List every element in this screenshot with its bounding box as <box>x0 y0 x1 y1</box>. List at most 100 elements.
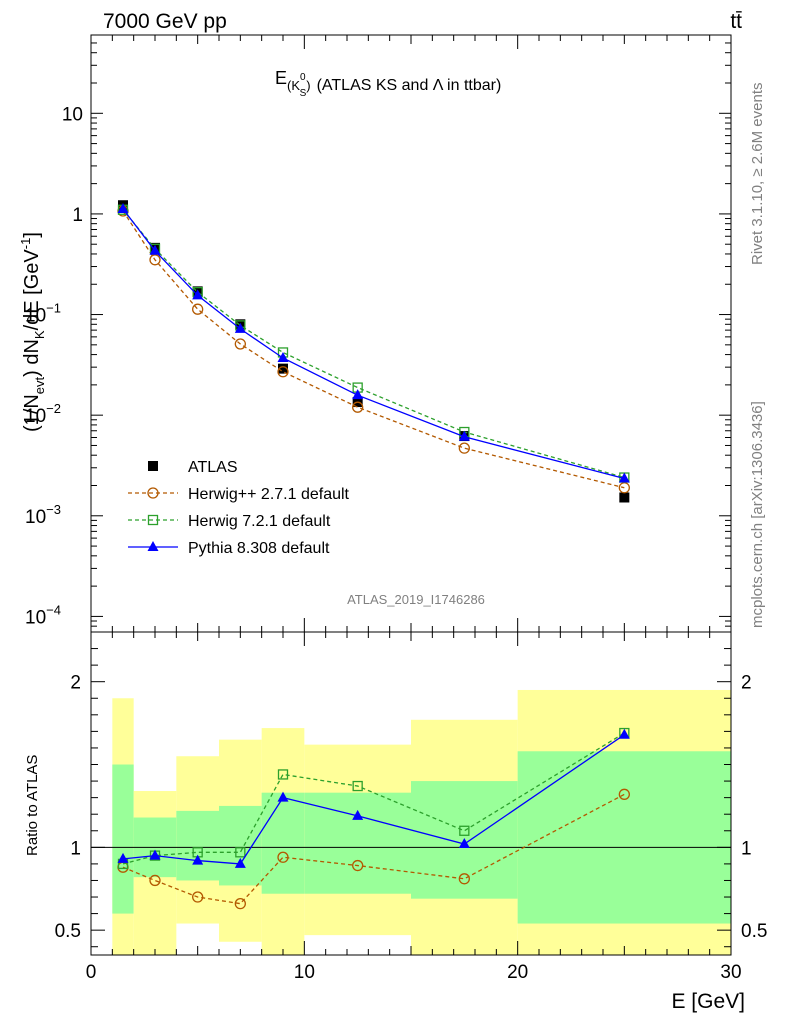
ratio-inner-band <box>517 751 731 924</box>
ylabel-part-c: ) dN <box>21 339 43 377</box>
main-x-ticks <box>90 35 732 632</box>
rivet-version-label: Rivet 3.1.10, ≥ 2.6M events <box>749 83 766 266</box>
main-series-line <box>122 209 625 479</box>
ylabel-part-e: /dE [GeV <box>21 249 43 331</box>
ratio-series <box>117 727 630 910</box>
ylabel-part-d: K <box>32 330 47 339</box>
x-axis-label: E [GeV] <box>671 990 745 1013</box>
title-close: ) <box>306 78 310 93</box>
x-tick-label: 20 <box>507 962 528 983</box>
ratio-bands <box>112 689 731 955</box>
ratio-data-point <box>277 769 289 780</box>
main-data-point <box>618 482 630 494</box>
ratio-y-tick-label: 0.5 <box>55 921 81 942</box>
main-panel: 10 1 10−1 10−2 10−3 10−4 E(K0 S) (ATLAS KS and … <box>18 34 732 633</box>
main-series-line <box>122 208 625 480</box>
main-data-point <box>618 472 630 483</box>
title-sub: (K <box>287 78 300 93</box>
ratio-inner-band <box>304 792 411 894</box>
ratio-inner-band <box>261 792 305 894</box>
ylabel-part-a: (1/N <box>21 394 43 432</box>
main-data-point <box>458 430 470 441</box>
ratio-y-tick-label-right: 0.5 <box>741 921 767 942</box>
legend-label: Herwig 7.2.1 default <box>188 513 331 530</box>
title-rest: (ATLAS KS and Λ in ttbar) <box>317 77 502 94</box>
ratio-data-point <box>618 728 630 739</box>
ratio-data-point <box>352 859 364 872</box>
ratio-data-point <box>234 857 246 868</box>
ratio-series-line <box>122 734 625 865</box>
ratio-panel: 0.5 0.5 1 1 2 2 0 10 20 30 Ratio to ATLAS E [GeV… <box>24 631 767 1013</box>
legend-label: Pythia 8.308 default <box>188 540 330 557</box>
main-data-point <box>458 442 470 454</box>
ratio-y-tick-label-right: 1 <box>741 838 752 859</box>
ratio-data-point <box>277 791 289 802</box>
main-y-tick-label: 10−2 <box>25 401 61 427</box>
ylabel-part-f: -1 <box>18 238 33 250</box>
main-data-point <box>192 303 204 315</box>
header-right: tt̄ <box>730 10 742 33</box>
title-main: E <box>275 68 287 88</box>
ratio-data-point <box>234 898 246 910</box>
legend-marker <box>147 541 159 551</box>
ratio-y-tick-label: 2 <box>70 673 81 694</box>
main-data-point <box>352 401 364 413</box>
ratio-data-point <box>277 851 289 863</box>
ylabel-part-g: ] <box>21 232 43 238</box>
ratio-inner-band <box>176 810 219 881</box>
ratio-data-point <box>192 891 204 903</box>
header-left: 7000 GeV pp <box>103 10 227 33</box>
main-y-ticks: 10 1 10−1 10−2 10−3 10−4 <box>25 34 731 633</box>
main-data-point <box>234 338 246 350</box>
main-data-point <box>352 389 364 400</box>
ratio-data-point <box>618 788 630 800</box>
ratio-x-ticks: 0 10 20 30 <box>86 632 742 983</box>
main-y-tick-label: 10 <box>62 104 83 125</box>
main-data-point <box>234 322 246 333</box>
ratio-y-tick-label: 1 <box>70 838 81 859</box>
main-data-point <box>277 351 289 362</box>
main-data-point <box>278 363 288 374</box>
main-data-point <box>277 366 289 378</box>
ratio-series-line <box>122 793 625 905</box>
ratio-data-point <box>117 852 129 863</box>
ratio-data-point <box>352 780 363 792</box>
x-tick-label: 30 <box>720 962 741 983</box>
main-data-point <box>619 492 630 503</box>
legend-marker <box>148 461 158 471</box>
analysis-label: ATLAS_2019_I1746286 <box>347 592 485 607</box>
legend-label: Herwig++ 2.7.1 default <box>188 486 350 503</box>
main-plot-frame <box>90 34 732 633</box>
chart-title: E(K0 S) (ATLAS KS and Λ in ttbar) <box>275 68 501 99</box>
ratio-inner-band <box>112 764 134 914</box>
main-data-point <box>149 244 161 255</box>
ratio-data-point <box>352 809 364 820</box>
ratio-data-point <box>149 849 161 860</box>
legend-marker <box>147 514 159 526</box>
title-sup: 0 <box>300 72 306 83</box>
ylabel-part-b: evt <box>32 376 47 394</box>
x-tick-label: 10 <box>294 962 315 983</box>
main-series <box>117 200 630 503</box>
ratio-data-point <box>458 873 470 885</box>
ratio-inner-band <box>219 805 262 886</box>
main-y-tick-label: 10−1 <box>25 301 61 327</box>
main-y-axis-label: (1/Nevt) dNK/dE [GeV-1] <box>18 232 47 432</box>
ratio-y-tick-label-right: 2 <box>741 673 752 694</box>
main-series-line <box>122 210 625 489</box>
ratio-data-point <box>459 825 470 836</box>
title-subsub: S <box>300 88 307 99</box>
ratio-data-point <box>458 838 470 849</box>
ratio-data-point <box>149 874 161 887</box>
main-data-point <box>117 202 129 213</box>
legend: ATLAS Herwig++ 2.7.1 default Herwig 7.2.1 … <box>128 459 350 557</box>
main-data-point <box>192 289 204 300</box>
main-y-tick-label: 1 <box>72 205 83 226</box>
legend-marker <box>147 487 159 499</box>
main-y-tick-label: 10−3 <box>25 502 61 528</box>
mcplots-label: mcplots.cern.ch [arXiv:1306.3436] <box>749 401 766 628</box>
ratio-y-ticks: 0.5 0.5 1 1 2 2 <box>55 648 767 948</box>
ratio-series-line <box>122 732 625 865</box>
ratio-y-axis-label: Ratio to ATLAS <box>24 755 41 856</box>
